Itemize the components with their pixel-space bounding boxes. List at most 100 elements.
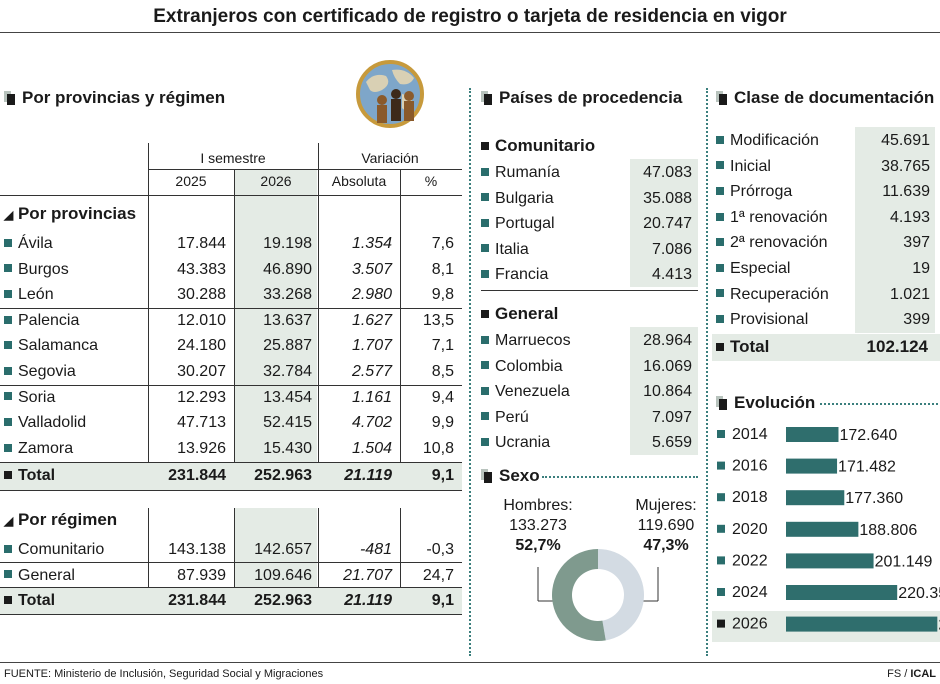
square-icon xyxy=(481,141,489,150)
section-marker-icon xyxy=(481,469,492,483)
country-row: Francia 4.413 xyxy=(481,262,698,288)
country-row: Portugal 20.747 xyxy=(481,211,698,237)
section-marker-icon xyxy=(716,396,727,410)
square-icon xyxy=(717,461,725,470)
province-row: Burgos 43.383 46.890 3.507 8,1 xyxy=(0,257,462,282)
triangle-icon: ◢ xyxy=(4,208,14,222)
clase-row: Modificación 45.691 xyxy=(716,128,936,154)
general-label: General xyxy=(481,304,558,324)
evolucion-bar xyxy=(786,458,838,474)
header-2025: 2025 xyxy=(175,173,207,189)
evolucion-value-label: 177.360 xyxy=(845,490,903,507)
donut-slice-mujeres xyxy=(598,549,644,641)
page-title: Extranjeros con certificado de registro … xyxy=(153,6,787,27)
col-2026-highlight xyxy=(235,170,317,490)
evolucion-bar xyxy=(786,521,859,537)
mujeres-block: Mujeres: 119.690 47,3% xyxy=(635,497,697,554)
square-icon xyxy=(481,386,489,395)
year-label: 2022 xyxy=(732,552,768,569)
square-icon xyxy=(716,186,724,195)
square-icon xyxy=(481,218,489,227)
country-row: Rumanía 47.083 xyxy=(481,160,698,186)
year-label: 2024 xyxy=(732,584,768,601)
country-row: Perú 7.097 xyxy=(481,405,698,431)
square-icon xyxy=(4,341,12,350)
clase-row: Inicial 38.765 xyxy=(716,154,936,180)
regimen-row: Comunitario 143.138 142.657 -481 -0,3 xyxy=(0,537,462,562)
square-icon xyxy=(4,443,12,452)
square-icon xyxy=(717,619,725,628)
square-icon xyxy=(4,417,12,426)
square-icon xyxy=(717,556,725,565)
square-icon xyxy=(717,430,725,438)
comunitario-label: Comunitario xyxy=(481,136,595,156)
header-bottom-rule xyxy=(0,195,462,196)
province-row: Soria 12.293 13.454 1.161 9,4 xyxy=(0,385,462,410)
header-absoluta: Absoluta xyxy=(331,173,387,189)
year-label: 2016 xyxy=(732,458,768,475)
evolucion-value-label: 201.149 xyxy=(875,553,933,570)
province-row: Segovia 30.207 32.784 2.577 8,5 xyxy=(0,359,462,384)
square-icon xyxy=(4,238,12,247)
square-icon xyxy=(481,335,489,344)
square-icon xyxy=(481,437,489,446)
evolucion-value-label: 252.963 xyxy=(938,617,940,634)
square-icon xyxy=(481,309,489,318)
square-icon xyxy=(481,244,489,253)
square-icon xyxy=(4,289,12,298)
province-row: Zamora 13.926 15.430 1.504 10,8 xyxy=(0,436,462,461)
country-row: Venezuela 10.864 xyxy=(481,379,698,405)
province-row: Palencia 12.010 13.637 1.627 13,5 xyxy=(0,308,462,333)
square-icon xyxy=(716,161,724,170)
evolucion-bar xyxy=(786,427,839,442)
hombres-block: Hombres: 133.273 52,7% xyxy=(503,497,573,554)
header-2026: 2026 xyxy=(260,173,292,189)
sexo-heading: Sexo xyxy=(481,466,540,486)
clase-row: 1ª renovación 4.193 xyxy=(716,205,936,231)
evolucion-value-label: 172.640 xyxy=(839,427,897,444)
subheading-regimen: ◢ Por régimen xyxy=(4,510,118,529)
year-label: 2026 xyxy=(732,616,768,633)
square-icon xyxy=(4,595,12,604)
subheading-provincias: ◢ Por provincias xyxy=(4,204,137,223)
header-variacion: Variación xyxy=(361,150,419,166)
square-icon xyxy=(717,588,725,596)
credit: FS / ICAL xyxy=(887,668,936,680)
province-row: León 30.288 33.268 2.980 9,8 xyxy=(0,282,462,307)
square-icon xyxy=(481,269,489,278)
total-provincias-bg xyxy=(0,463,462,490)
header-semestre: I semestre xyxy=(200,150,266,166)
year-label: 2018 xyxy=(732,489,768,506)
country-row: Ucrania 5.659 xyxy=(481,430,698,456)
clase-row: Especial 19 xyxy=(716,256,936,282)
square-icon xyxy=(717,524,725,533)
globe-people-icon xyxy=(356,60,424,128)
evolucion-bar xyxy=(786,553,874,569)
section-marker-icon xyxy=(4,91,15,105)
clase-row: Prórroga 11.639 xyxy=(716,179,936,205)
square-icon xyxy=(481,361,489,370)
header-pct: % xyxy=(424,173,438,189)
square-icon xyxy=(481,167,489,176)
evolucion-heading: Evolución xyxy=(716,393,815,413)
footer-rule xyxy=(0,662,940,663)
section-marker-icon xyxy=(481,91,492,105)
clase-row: Recuperación 1.021 xyxy=(716,282,936,308)
clase-total-bg xyxy=(712,334,940,361)
square-icon xyxy=(716,342,724,351)
paises-heading: Países de procedencia xyxy=(481,88,682,108)
total-provincias-row: Total 231.844 252.963 21.119 9,1 xyxy=(0,463,462,488)
year-label: 2020 xyxy=(732,521,768,538)
clase-heading: Clase de documentación xyxy=(716,88,934,108)
section-marker-icon xyxy=(716,91,727,105)
square-icon xyxy=(481,193,489,202)
clase-row: 2ª renovación 397 xyxy=(716,230,936,256)
header-rule xyxy=(148,169,462,170)
square-icon xyxy=(4,264,12,273)
country-row: Marruecos 28.964 xyxy=(481,328,698,354)
square-icon xyxy=(4,366,12,375)
square-icon xyxy=(4,470,12,479)
country-row: Italia 7.086 xyxy=(481,237,698,263)
province-row: Ávila 17.844 19.198 1.354 7,6 xyxy=(0,231,462,256)
square-icon xyxy=(4,570,12,579)
